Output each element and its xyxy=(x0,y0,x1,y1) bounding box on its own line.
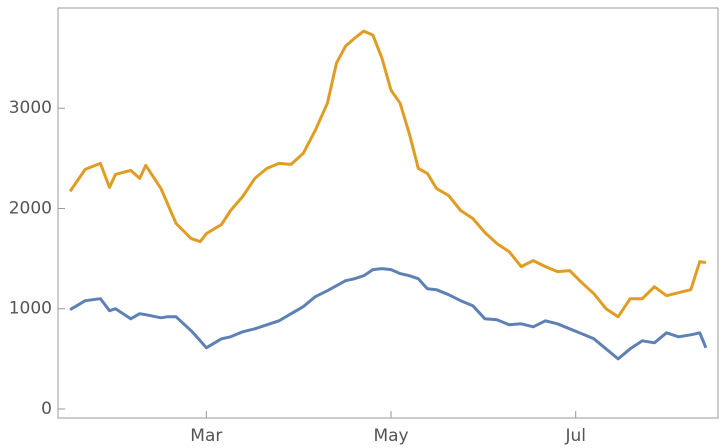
y-tick-label: 1000 xyxy=(9,299,52,319)
x-tick-label: Mar xyxy=(190,426,222,446)
plot-frame xyxy=(57,7,719,419)
y-tick-label: 2000 xyxy=(9,198,52,218)
x-tick-label: Jul xyxy=(564,426,586,446)
x-tick-label: May xyxy=(373,426,408,446)
y-tick-label: 3000 xyxy=(9,98,52,118)
y-tick-label: 0 xyxy=(41,399,52,419)
series-line xyxy=(69,267,708,361)
series-line xyxy=(68,29,707,319)
